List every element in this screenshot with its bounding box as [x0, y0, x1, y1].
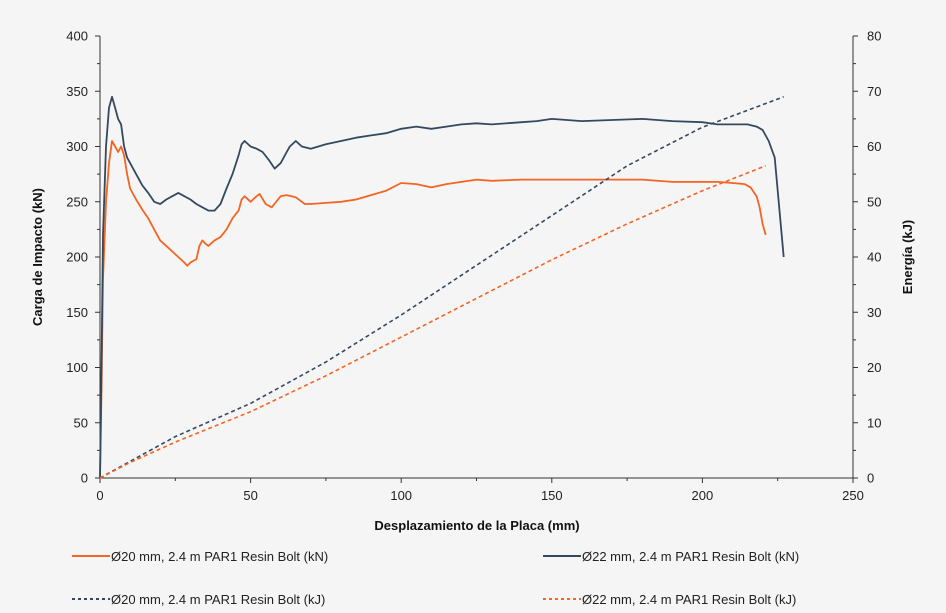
y2-tick-label: 20	[867, 360, 881, 375]
x-tick-label: 250	[842, 488, 864, 503]
y-tick-label: 50	[74, 415, 88, 430]
legend-item-2: Ø22 mm, 2.4 m PAR1 Resin Bolt (kN)	[543, 549, 799, 564]
legend: Ø20 mm, 2.4 m PAR1 Resin Bolt (kN) Ø22 m…	[72, 549, 799, 607]
legend-item-3: Ø20 mm, 2.4 m PAR1 Resin Bolt (kJ)	[72, 592, 325, 607]
x-tick-label: 0	[96, 488, 103, 503]
y2-tick-label: 40	[867, 250, 881, 265]
y2-tick-label: 30	[867, 305, 881, 320]
axes: 0 50 100 150 200 250 300 350 400 0 10 20 30 40 50 60 70 8…	[66, 29, 881, 504]
legend-label-3: Ø20 mm, 2.4 m PAR1 Resin Bolt (kJ)	[111, 592, 325, 607]
y-tick-label: 150	[66, 305, 88, 320]
y-tick-label: 200	[66, 250, 88, 265]
legend-label-1: Ø20 mm, 2.4 m PAR1 Resin Bolt (kN)	[111, 549, 328, 564]
y2-axis-title: Energía (kJ)	[900, 220, 915, 294]
series-line-2	[99, 95, 785, 479]
y-tick-label: 300	[66, 139, 88, 154]
x-tick-label: 100	[390, 488, 412, 503]
y2-tick-label: 0	[867, 471, 874, 486]
x-tick-label: 50	[243, 488, 257, 503]
legend-label-4: Ø22 mm, 2.4 m PAR1 Resin Bolt (kJ)	[582, 592, 796, 607]
y2-tick-label: 50	[867, 194, 881, 209]
y-tick-label: 0	[81, 471, 88, 486]
y-tick-label: 100	[66, 360, 88, 375]
y-tick-label: 250	[66, 194, 88, 209]
series-line-1	[99, 140, 767, 479]
x-tick-label: 200	[692, 488, 714, 503]
series-line-4	[99, 165, 766, 479]
y2-tick-label: 60	[867, 139, 881, 154]
y2-tick-label: 10	[867, 415, 881, 430]
x-tick-label: 150	[541, 488, 563, 503]
y2-tick-label: 70	[867, 84, 881, 99]
series-line-3	[99, 96, 784, 479]
legend-label-2: Ø22 mm, 2.4 m PAR1 Resin Bolt (kN)	[582, 549, 799, 564]
legend-item-4: Ø22 mm, 2.4 m PAR1 Resin Bolt (kJ)	[543, 592, 796, 607]
y-axis-title: Carga de Impacto (kN)	[30, 188, 45, 326]
y2-tick-label: 80	[867, 29, 881, 44]
y-tick-label: 350	[66, 84, 88, 99]
legend-item-1: Ø20 mm, 2.4 m PAR1 Resin Bolt (kN)	[72, 549, 328, 564]
series-lines	[99, 95, 785, 479]
y-tick-label: 400	[66, 29, 88, 44]
x-axis-title: Desplazamiento de la Placa (mm)	[374, 518, 579, 533]
